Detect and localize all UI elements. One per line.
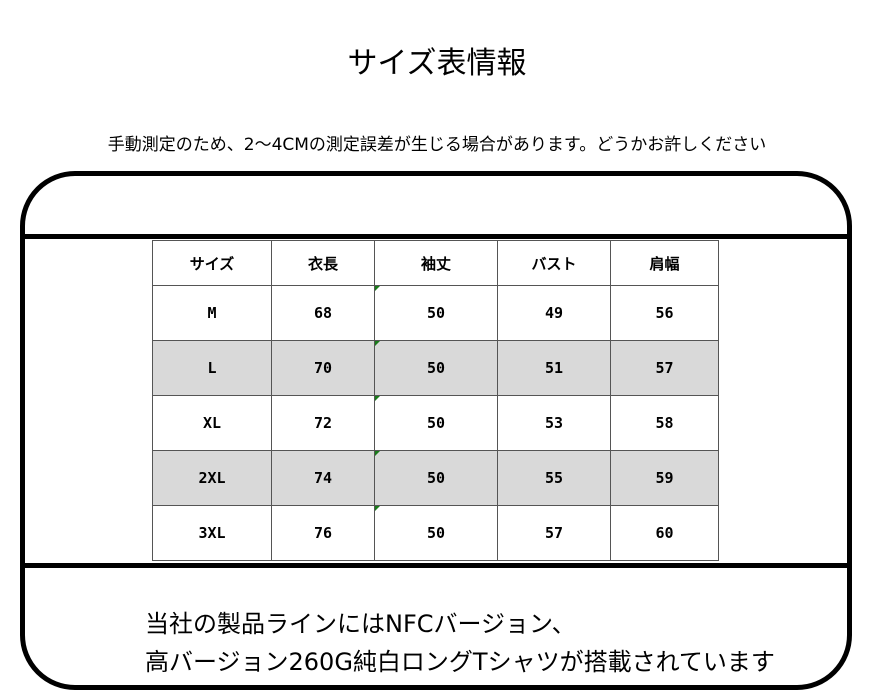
table-cell: 袖丈 (374, 240, 498, 286)
table-cell: XL (152, 395, 272, 451)
table-cell: M (152, 285, 272, 341)
table-cell: 57 (610, 340, 719, 396)
table-cell: 53 (497, 395, 611, 451)
table-row: 3XL 76 50 57 60 (152, 505, 719, 561)
table-cell: 50 (374, 505, 498, 561)
product-line-text-2: 高バージョン260G純白ロングTシャツが搭載されています (145, 648, 775, 676)
table-cell: 56 (610, 285, 719, 341)
table-row: L 70 50 51 57 (152, 340, 719, 396)
table-cell: 60 (610, 505, 719, 561)
table-cell: 50 (374, 450, 498, 506)
table-cell: 72 (271, 395, 375, 451)
table-cell: 59 (610, 450, 719, 506)
table-cell: 55 (497, 450, 611, 506)
table-cell: 3XL (152, 505, 272, 561)
table-header-row: サイズ 衣長 袖丈 バスト 肩幅 (152, 240, 719, 286)
table-cell: 68 (271, 285, 375, 341)
table-cell: 51 (497, 340, 611, 396)
table-cell: L (152, 340, 272, 396)
table-row: XL 72 50 53 58 (152, 395, 719, 451)
table-cell: 70 (271, 340, 375, 396)
table-row: 2XL 74 50 55 59 (152, 450, 719, 506)
table-cell: バスト (497, 240, 611, 286)
table-cell: 76 (271, 505, 375, 561)
divider-bottom (20, 563, 852, 568)
table-cell: 肩幅 (610, 240, 719, 286)
table-cell: 50 (374, 340, 498, 396)
size-table: サイズ 衣長 袖丈 バスト 肩幅 M 68 50 49 56 L 70 50 51 57 XL 72 50 53 58… (152, 240, 719, 561)
table-cell: 50 (374, 395, 498, 451)
table-cell: 49 (497, 285, 611, 341)
page-title: サイズ表情報 (347, 46, 527, 81)
table-cell: サイズ (152, 240, 272, 286)
divider-top (20, 234, 852, 239)
measurement-note: 手動測定のため、2〜4CMの測定誤差が生じる場合があります。どうかお許しください (107, 135, 767, 155)
table-cell: 50 (374, 285, 498, 341)
product-line-text-1: 当社の製品ラインにはNFCバージョン、 (145, 610, 576, 638)
table-cell: 74 (271, 450, 375, 506)
rounded-frame (20, 171, 852, 690)
table-cell: 57 (497, 505, 611, 561)
table-row: M 68 50 49 56 (152, 285, 719, 341)
table-cell: 58 (610, 395, 719, 451)
table-cell: 2XL (152, 450, 272, 506)
table-cell: 衣長 (271, 240, 375, 286)
